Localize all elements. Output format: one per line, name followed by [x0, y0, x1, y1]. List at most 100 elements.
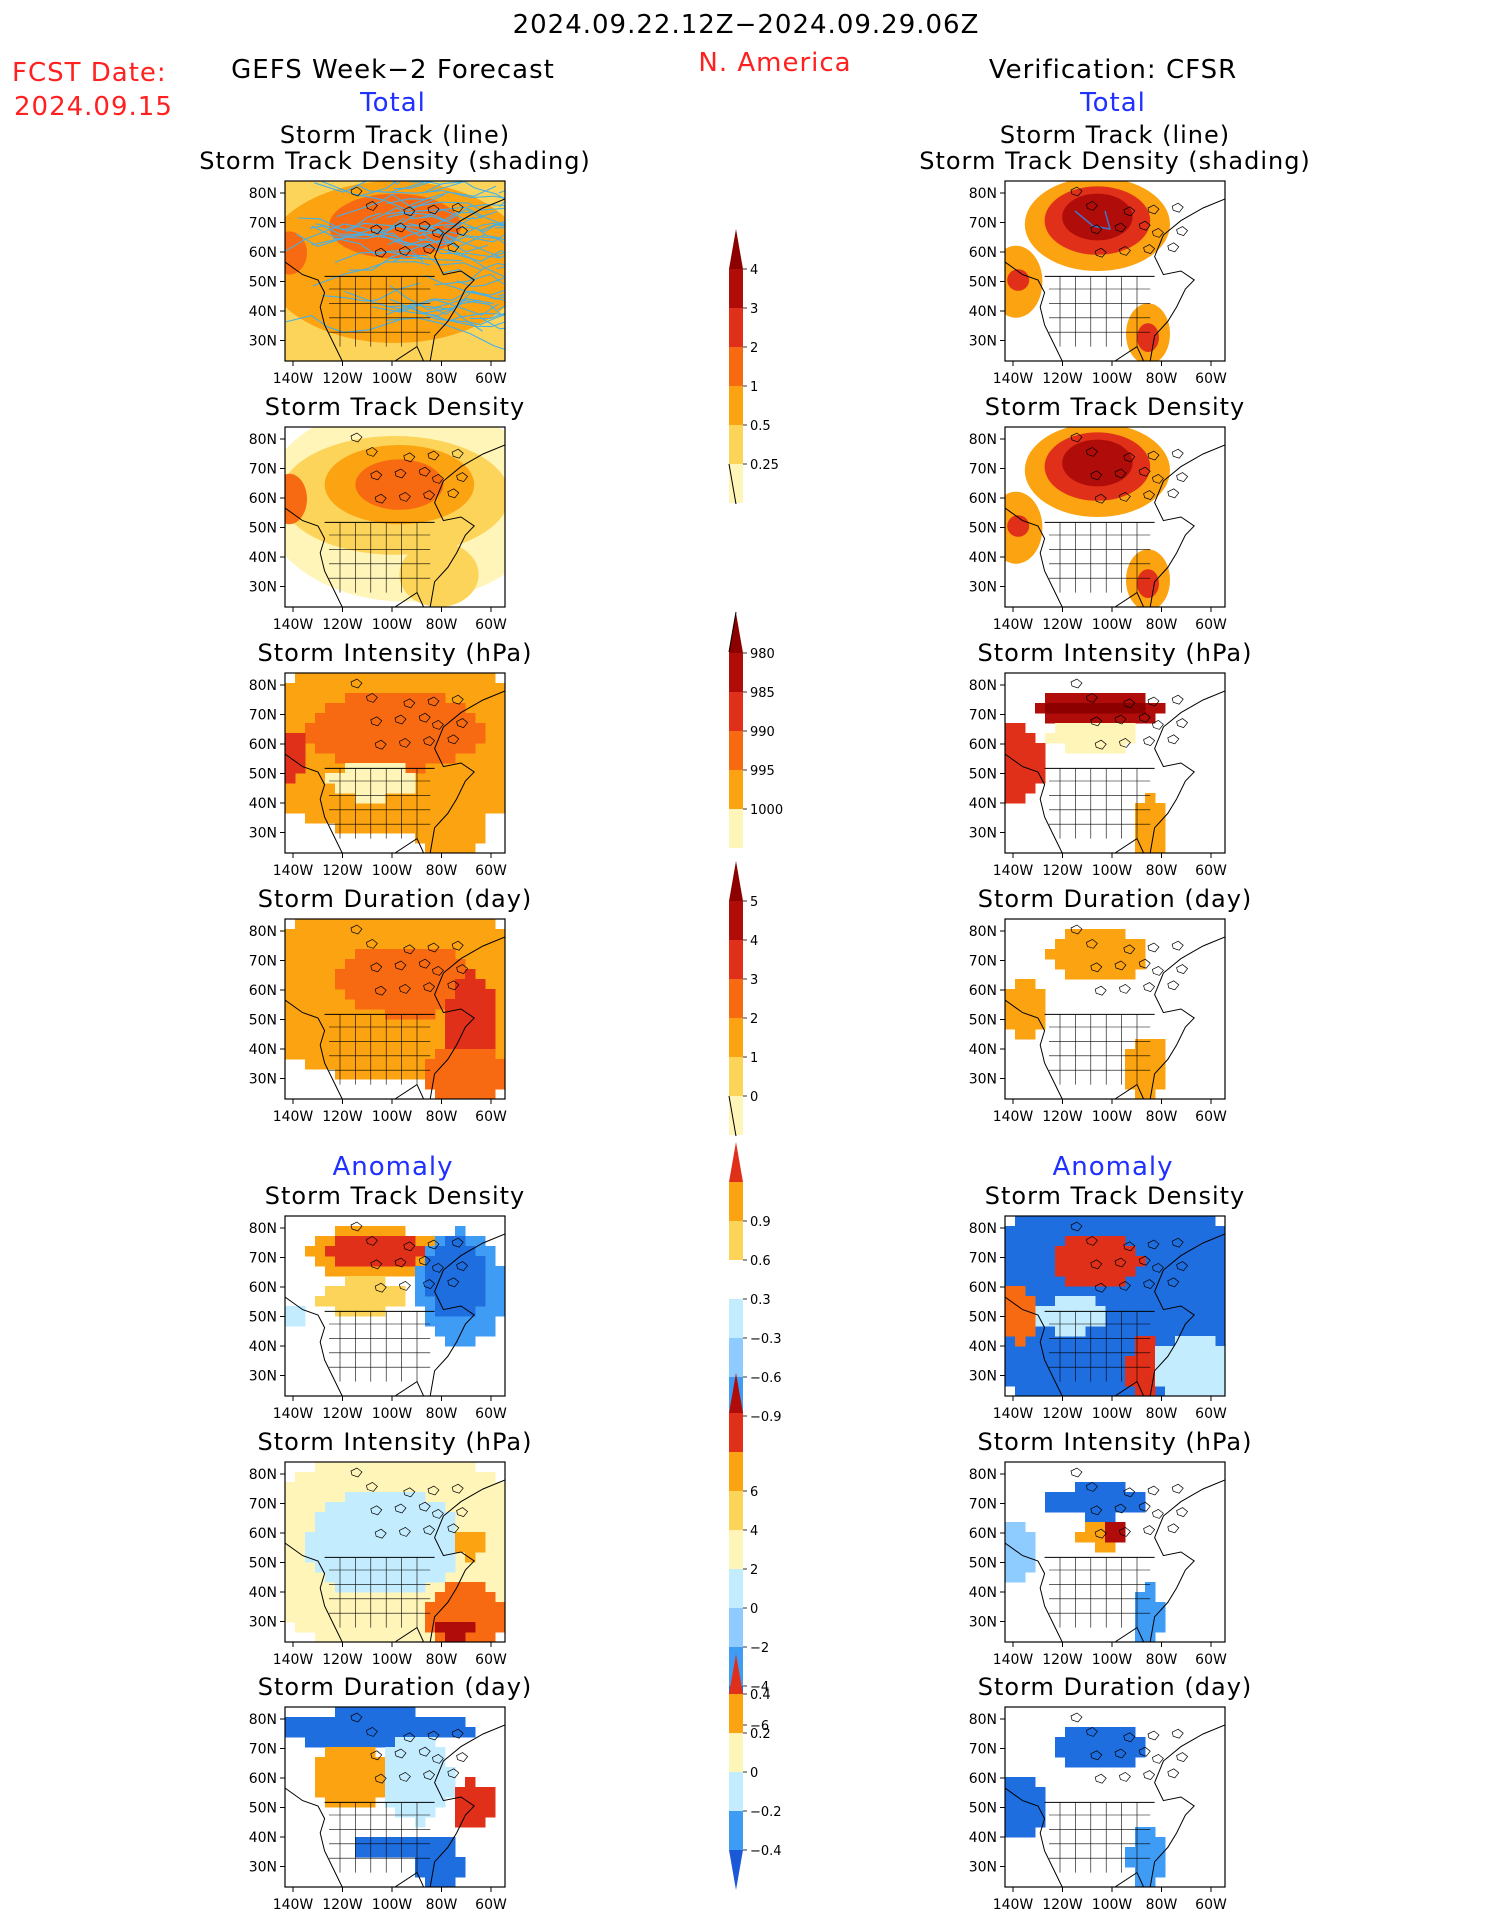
grid-cell	[1175, 1236, 1186, 1247]
grid-cell	[385, 723, 396, 734]
density-contour	[399, 542, 479, 607]
grid-cell	[385, 1757, 396, 1768]
grid-cell	[385, 793, 396, 804]
grid-cell	[1145, 823, 1156, 834]
colorbar-tick-label: 0.6	[750, 1254, 771, 1269]
grid-cell	[385, 1482, 396, 1493]
lat-tick-label: 70N	[969, 216, 997, 232]
grid-cell	[365, 813, 376, 824]
grid-cell	[475, 1009, 486, 1020]
grid-cell	[435, 773, 446, 784]
grid-cell	[395, 703, 406, 714]
island-outline	[1176, 472, 1189, 483]
grid-cell	[425, 713, 436, 724]
grid-cell	[475, 743, 486, 754]
grid-cell	[1065, 959, 1076, 970]
grid-cell	[365, 1757, 376, 1768]
grid-cell	[1025, 1797, 1036, 1808]
grid-cell	[385, 1572, 396, 1583]
grid-cell	[365, 919, 376, 930]
grid-cell	[495, 1049, 505, 1060]
grid-cell	[1155, 1326, 1166, 1337]
grid-cell	[1215, 1376, 1225, 1387]
grid-cell	[1095, 1326, 1106, 1337]
grid-cell	[385, 1602, 396, 1613]
grid-cell	[1085, 949, 1096, 960]
grid-cell	[1115, 733, 1126, 744]
island-outline	[370, 716, 383, 727]
island-outline	[1151, 719, 1164, 730]
grid-cell	[475, 989, 486, 1000]
grid-cell	[485, 743, 496, 754]
grid-cell	[435, 949, 446, 960]
grid-cell	[465, 673, 476, 684]
coastline	[285, 1479, 505, 1642]
island-outline	[1138, 1746, 1151, 1757]
grid-cell	[1015, 723, 1026, 734]
coastline	[285, 198, 505, 361]
storm-track-line	[321, 181, 445, 211]
grid-cell	[395, 1502, 406, 1513]
island-outline	[431, 227, 444, 238]
grid-cell	[1085, 1276, 1096, 1287]
map-frame	[1004, 1215, 1226, 1397]
density-contour	[1007, 269, 1030, 291]
grid-cell	[345, 939, 356, 950]
grid-cell	[355, 1522, 366, 1533]
grid-cell	[445, 1867, 456, 1878]
grid-cell	[315, 949, 326, 960]
grid-cell	[475, 783, 486, 794]
grid-cell	[475, 823, 486, 834]
grid-cell	[465, 1522, 476, 1533]
grid-cell	[1075, 949, 1086, 960]
colorbar-colorbar-density-anom: −0.9−0.6−0.30.30.60.9	[729, 1142, 782, 1456]
grid-cell	[395, 1482, 406, 1493]
grid-cell	[395, 1847, 406, 1858]
grid-cell	[1105, 1502, 1116, 1513]
grid-cell	[455, 1717, 466, 1728]
grid-cell	[415, 833, 426, 844]
grid-cell	[475, 1502, 486, 1513]
grid-cell	[1035, 753, 1046, 764]
grid-cell	[1115, 1226, 1126, 1237]
grid-cell	[325, 1019, 336, 1030]
grid-cell	[415, 733, 426, 744]
grid-cell	[1135, 823, 1146, 834]
lat-tick-label: 60N	[249, 491, 277, 507]
island-outline	[1143, 244, 1156, 255]
grid-cell	[305, 1612, 316, 1623]
lat-tick-label: 30N	[249, 1615, 277, 1631]
grid-cell	[395, 979, 406, 990]
lat-tick-label: 40N	[249, 550, 277, 566]
grid-cell	[335, 673, 346, 684]
grid-cell	[465, 1079, 476, 1090]
grid-cell	[435, 1306, 446, 1317]
grid-cell	[425, 929, 436, 940]
island-outline	[1085, 692, 1098, 703]
grid-cell	[405, 1039, 416, 1050]
island-outline	[370, 1750, 383, 1761]
grid-cell	[315, 1532, 326, 1543]
grid-cell	[1105, 1256, 1116, 1267]
grid-cell	[345, 999, 356, 1010]
grid-cell	[485, 1602, 496, 1613]
grid-cell	[1195, 1366, 1206, 1377]
grid-cell	[325, 1592, 336, 1603]
grid-cell	[1085, 1512, 1096, 1523]
grid-cell	[475, 753, 486, 764]
grid-cell	[415, 1582, 426, 1593]
grid-cell	[315, 929, 326, 940]
grid-cell	[1195, 1246, 1206, 1257]
grid-cell	[1185, 1276, 1196, 1287]
grid-cell	[395, 1226, 406, 1237]
colorbar-tick-label: 3	[750, 302, 758, 317]
grid-cell	[1075, 1246, 1086, 1257]
grid-cell	[465, 1797, 476, 1808]
grid-cell	[375, 969, 386, 980]
grid-cell	[425, 1502, 436, 1513]
grid-cell	[375, 1847, 386, 1858]
grid-cell	[435, 1482, 446, 1493]
grid-cell	[1185, 1266, 1196, 1277]
grid-cell	[445, 823, 456, 834]
grid-cell	[345, 919, 356, 930]
